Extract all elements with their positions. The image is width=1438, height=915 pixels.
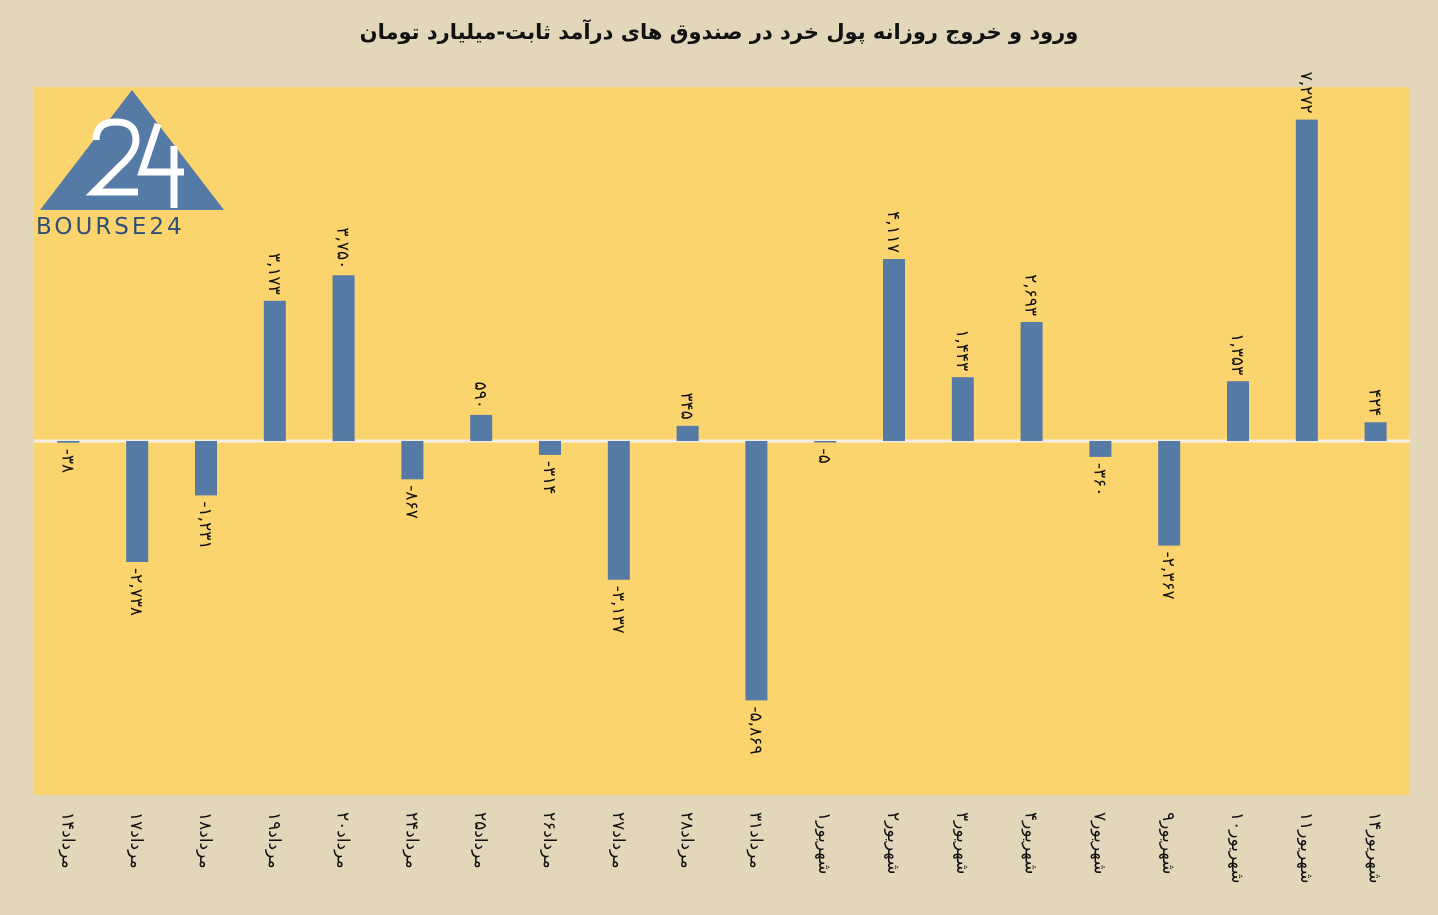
category-label-18: ۱۱شهریور (1296, 812, 1316, 883)
bar-12 (883, 259, 905, 441)
value-label-13: ۱,۴۴۳ (952, 329, 972, 371)
bar-15 (1089, 441, 1112, 457)
value-label-9: ۳۴۵ (677, 392, 697, 419)
category-label-16: ۹شهریور (1158, 812, 1178, 874)
bar-1 (126, 441, 149, 562)
bourse24-logo-icon (40, 90, 224, 210)
value-label-16: -۲,۳۶۷ (1158, 552, 1178, 600)
value-label-2: -۱,۲۳۱ (195, 501, 215, 549)
category-label-0: ۱۴مرداد (57, 812, 77, 869)
value-label-7: -۳۱۴ (539, 461, 559, 495)
logo-wordmark: BOURSE24 (36, 214, 185, 240)
category-label-11: ۱شهریور (814, 812, 834, 874)
bar-7 (539, 441, 561, 455)
bar-9 (676, 425, 699, 441)
category-label-15: ۷شهریور (1089, 812, 1109, 874)
category-label-12: ۲شهریور (883, 812, 903, 874)
bar-2 (195, 441, 217, 496)
bar-19 (1364, 422, 1387, 441)
bar-17 (1227, 381, 1249, 441)
value-label-4: ۳,۷۵۰ (333, 227, 353, 269)
value-label-3: ۳,۱۷۳ (264, 253, 284, 295)
bar-18 (1295, 119, 1318, 441)
category-label-8: ۲۷مرداد (608, 812, 628, 869)
bar-11 (814, 441, 837, 443)
value-label-0: -۳۸ (57, 449, 77, 473)
bar-10 (745, 441, 768, 701)
category-label-10: ۳۱مرداد (745, 812, 765, 869)
category-label-14: ۴شهریور (1021, 812, 1041, 874)
value-label-1: -۲,۷۳۸ (126, 568, 146, 616)
value-label-10: -۵,۸۶۹ (745, 706, 765, 754)
value-label-8: -۳,۱۳۷ (608, 586, 628, 634)
value-label-12: ۴,۱۱۷ (883, 211, 903, 253)
bar-6 (470, 414, 493, 441)
category-label-1: ۱۷مرداد (126, 812, 146, 869)
category-label-7: ۲۶مرداد (539, 812, 559, 869)
value-label-15: -۳۶۰ (1089, 463, 1109, 497)
category-label-2: ۱۸مرداد (195, 812, 215, 869)
bar-8 (607, 441, 630, 580)
category-label-17: ۱۰شهریور (1227, 812, 1247, 883)
value-label-5: -۸۶۷ (401, 485, 421, 519)
category-label-4: ۲۰مرداد (333, 812, 353, 869)
category-label-19: ۱۴شهریور (1365, 812, 1385, 883)
category-label-9: ۲۸مرداد (677, 812, 697, 869)
value-label-19: ۴۲۴ (1365, 389, 1385, 416)
bar-16 (1158, 441, 1181, 546)
category-label-3: ۱۹مرداد (264, 812, 284, 869)
value-label-14: ۲,۶۹۳ (1021, 274, 1041, 316)
category-label-5: ۲۴مرداد (401, 812, 421, 869)
value-label-18: ۷,۲۷۲ (1296, 72, 1316, 114)
bar-13 (951, 377, 974, 441)
bar-5 (401, 441, 424, 480)
value-label-6: ۵۹۰ (470, 381, 490, 408)
bar-0 (57, 441, 80, 443)
value-label-17: ۱,۳۵۳ (1227, 333, 1247, 375)
chart-title: ورود و خروج روزانه پول خرد در صندوق های … (359, 20, 1079, 44)
bar-4 (332, 275, 355, 442)
value-label-11: -۵ (814, 449, 834, 464)
bar-14 (1020, 322, 1043, 441)
category-label-6: ۲۵مرداد (470, 812, 490, 869)
bar-3 (263, 300, 286, 441)
category-label-13: ۳شهریور (952, 812, 972, 874)
